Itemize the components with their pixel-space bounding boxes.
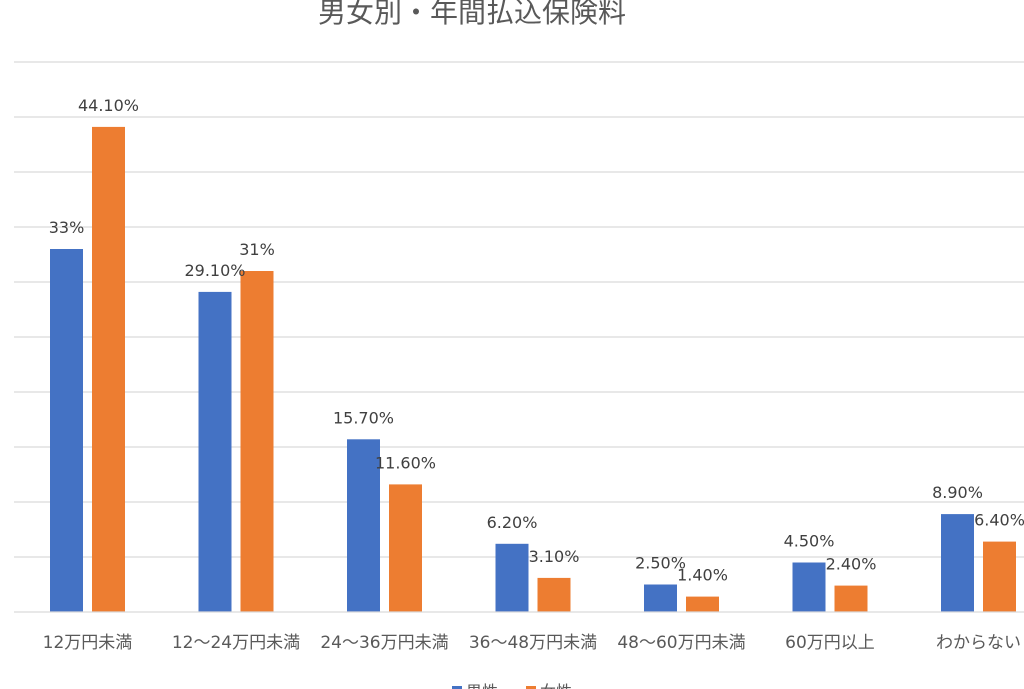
legend-label: 男性	[466, 682, 498, 689]
data-label: 4.50%	[784, 532, 835, 551]
x-axis-labels: 12万円未満 12〜24万円未満 24〜36万円未満 36〜48万円未満 48〜60万円…	[43, 633, 1021, 653]
data-label: 6.20%	[487, 513, 538, 532]
bar-female-2	[389, 484, 422, 612]
legend: 男性 女性	[452, 682, 572, 689]
data-label: 2.40%	[826, 555, 877, 574]
bar-female-6	[983, 541, 1016, 612]
bars	[50, 126, 1016, 613]
data-label: 6.40%	[974, 511, 1024, 530]
x-tick-label: 36〜48万円未満	[469, 633, 597, 653]
x-tick-label: 48〜60万円未満	[617, 633, 745, 653]
bar-female-5	[834, 585, 868, 612]
bar-male-2	[347, 439, 380, 612]
data-label: 2.50%	[635, 554, 686, 573]
data-label: 8.90%	[932, 483, 983, 502]
data-label: 44.10%	[78, 96, 139, 115]
legend-swatch	[452, 686, 462, 689]
x-tick-label: 24〜36万円未満	[320, 633, 448, 653]
x-tick-label: わからない	[936, 633, 1021, 653]
x-tick-label: 12万円未満	[43, 633, 133, 653]
data-label: 3.10%	[529, 547, 580, 566]
bar-female-3	[537, 577, 571, 612]
legend-swatch	[526, 686, 536, 689]
x-tick-label: 12〜24万円未満	[172, 633, 300, 653]
data-label: 31%	[239, 240, 275, 259]
chart-title: 男女別・年間払込保険料	[318, 0, 626, 29]
bar-male-5	[792, 562, 826, 612]
data-labels: 33% 44.10% 29.10% 31% 15.70% 11.60% 6.20% 3.10%…	[49, 96, 1024, 585]
bar-male-0	[50, 249, 83, 612]
data-label: 1.40%	[677, 566, 728, 585]
bar-male-3	[495, 543, 529, 612]
x-tick-label: 60万円以上	[785, 633, 875, 653]
data-label: 33%	[49, 218, 85, 237]
bar-male-6	[941, 514, 974, 612]
data-label: 11.60%	[375, 453, 436, 472]
legend-label: 女性	[540, 682, 572, 689]
bar-female-0	[92, 126, 125, 613]
bar-male-1	[198, 291, 232, 612]
bar-female-4	[686, 596, 719, 612]
data-label: 29.10%	[184, 261, 245, 280]
bar-female-1	[240, 271, 274, 612]
data-label: 15.70%	[333, 408, 394, 427]
gridlines	[14, 61, 1024, 558]
bar-male-4	[644, 584, 677, 612]
